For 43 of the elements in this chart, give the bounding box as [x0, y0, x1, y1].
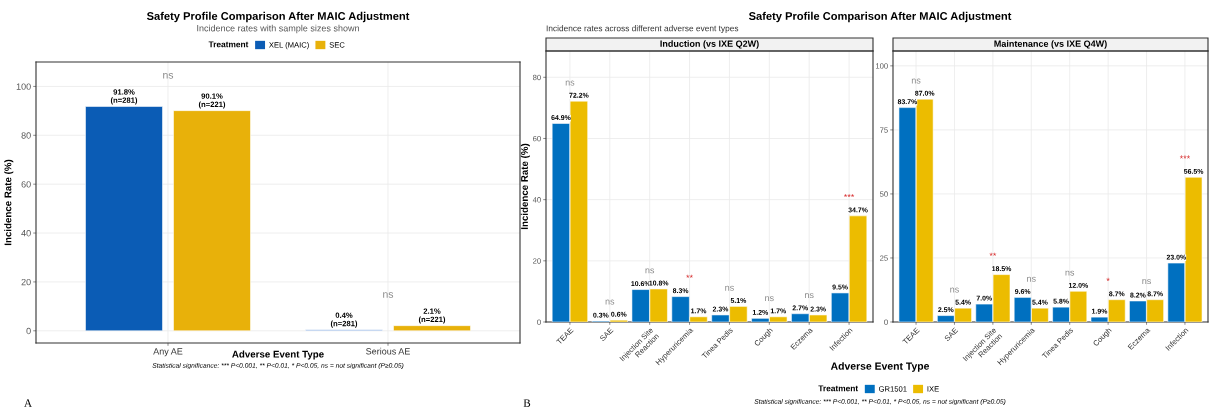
y-tick-label: 60 — [21, 181, 31, 188]
chart-title: Safety Profile Comparison After MAIC Adjustment — [146, 11, 410, 23]
y-tick-label: 80 — [21, 132, 31, 139]
x-axis-title: Adverse Event Type — [232, 350, 324, 360]
text: Safety Profile Comparison After MAIC Adjustment — [748, 11, 1012, 23]
text: B — [523, 399, 531, 407]
annotation: *** — [843, 193, 855, 198]
y-tick-label: 20 — [21, 278, 31, 286]
annotation: ns — [911, 78, 921, 84]
annotation: ** — [686, 274, 693, 278]
annotation: ns — [765, 296, 774, 302]
bar — [85, 106, 163, 332]
y-tick-label: 0 — [26, 327, 31, 335]
annotation: ns — [725, 285, 734, 291]
chart-subtitle: Incidence rates with sample sizes shown — [197, 24, 359, 34]
x-axis-title: Adverse Event Type — [830, 362, 930, 372]
y-tick-label: 100 — [16, 83, 31, 90]
annotation: ns — [163, 73, 174, 79]
annotation: ns — [1142, 279, 1151, 285]
chart-title: Maintenance (vs IXE Q4W) — [994, 40, 1107, 49]
y-axis-title: Incidence Rate (%) — [4, 159, 14, 246]
annotation: *** — [1179, 155, 1191, 159]
chart-title: Induction (vs IXE Q2W) — [660, 40, 759, 49]
annotation: ns — [1065, 270, 1075, 276]
bar — [173, 110, 251, 332]
annotation: ns — [605, 299, 615, 305]
x-tick-label: Any AE — [153, 348, 183, 357]
annotation: ns — [565, 80, 575, 86]
bar — [393, 325, 471, 332]
chart-subtitle: Incidence rates across different adverse event types — [546, 25, 739, 33]
y-tick-label: 40 — [21, 230, 31, 237]
annotation: ns — [383, 292, 394, 298]
legend-title: Treatment — [208, 41, 249, 48]
annotation: ** — [989, 252, 997, 256]
annotation: ns — [645, 268, 655, 274]
annotation: * — [1106, 277, 1110, 281]
annotation: ns — [950, 287, 959, 293]
annotation: ns — [1027, 276, 1036, 282]
y-axis-title: Incidence Rate (%) — [520, 143, 530, 230]
annotation: ns — [805, 293, 814, 299]
x-tick-label: Serious AE — [366, 347, 410, 355]
legend-title: Treatment — [818, 385, 859, 392]
text: A — [24, 399, 32, 407]
